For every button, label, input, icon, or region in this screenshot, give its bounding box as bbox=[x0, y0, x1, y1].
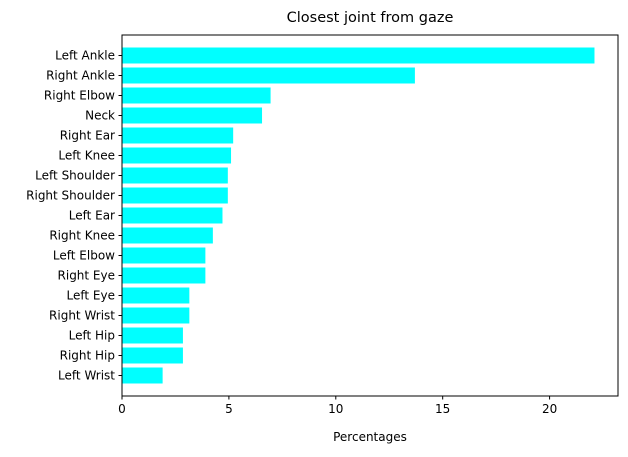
bars-layer bbox=[122, 47, 595, 384]
bar-left-hip bbox=[122, 327, 183, 344]
y-tick-label: Left Hip bbox=[69, 329, 115, 343]
bar-right-ear bbox=[122, 127, 234, 144]
x-axis-label: Percentages bbox=[333, 430, 407, 444]
bar-right-hip bbox=[122, 347, 183, 364]
x-axis: 0 5 10 15 20 bbox=[118, 396, 557, 416]
bar-right-shoulder bbox=[122, 187, 228, 204]
bar-neck bbox=[122, 107, 263, 124]
bar-left-shoulder bbox=[122, 167, 228, 184]
bar-right-eye bbox=[122, 267, 206, 284]
x-tick-label: 15 bbox=[435, 402, 450, 416]
y-tick-label: Left Elbow bbox=[53, 249, 115, 263]
chart-title: Closest joint from gaze bbox=[287, 10, 454, 26]
bar-right-knee bbox=[122, 227, 213, 244]
x-tick-label: 5 bbox=[225, 402, 233, 416]
bar-right-wrist bbox=[122, 307, 190, 324]
bar-left-ankle bbox=[122, 47, 595, 64]
y-tick-label: Right Eye bbox=[58, 269, 115, 283]
y-tick-label: Right Shoulder bbox=[26, 189, 115, 203]
x-tick-label: 20 bbox=[542, 402, 557, 416]
bar-right-ankle bbox=[122, 67, 415, 84]
y-axis: Left Ankle Right Ankle Right Elbow Neck Righ… bbox=[26, 49, 122, 383]
y-tick-label: Right Elbow bbox=[44, 89, 115, 103]
y-tick-label: Left Eye bbox=[67, 289, 115, 303]
bar-left-ear bbox=[122, 207, 223, 224]
y-tick-label: Left Ear bbox=[69, 209, 115, 223]
y-tick-label: Right Ankle bbox=[46, 69, 115, 83]
y-tick-label: Right Hip bbox=[60, 349, 115, 363]
bar-left-elbow bbox=[122, 247, 206, 264]
x-tick-label: 10 bbox=[328, 402, 343, 416]
bar-left-knee bbox=[122, 147, 232, 164]
bar-left-wrist bbox=[122, 367, 163, 384]
y-tick-label: Left Ankle bbox=[55, 49, 115, 63]
x-tick-label: 0 bbox=[118, 402, 126, 416]
y-tick-label: Left Wrist bbox=[58, 369, 115, 383]
y-tick-label: Left Shoulder bbox=[35, 169, 115, 183]
y-tick-label: Right Wrist bbox=[49, 309, 115, 323]
y-tick-label: Right Ear bbox=[60, 129, 115, 143]
y-tick-label: Neck bbox=[85, 109, 115, 123]
bar-right-elbow bbox=[122, 87, 271, 104]
bar-left-eye bbox=[122, 287, 190, 304]
y-tick-label: Left Knee bbox=[58, 149, 115, 163]
y-tick-label: Right Knee bbox=[49, 229, 115, 243]
